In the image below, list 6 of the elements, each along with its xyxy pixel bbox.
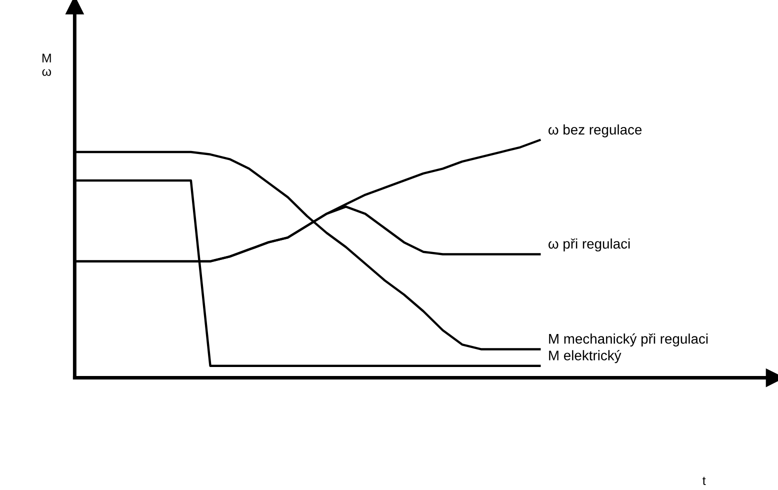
series-label: M mechanický při regulaci	[549, 333, 708, 346]
series-label: M elektrický	[549, 350, 622, 364]
series-label: ω při regulaci	[548, 238, 630, 252]
text: M ω	[42, 54, 52, 76]
text: t	[702, 476, 706, 486]
series-label: ω bez regulace	[548, 124, 642, 138]
